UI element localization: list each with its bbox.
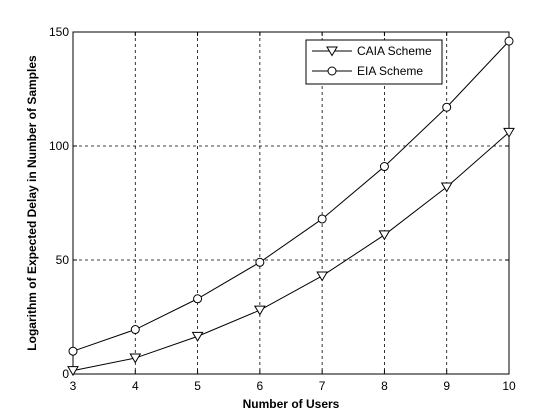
data-point-1-7 (504, 36, 514, 46)
legend-label-1: EIA Scheme (357, 64, 423, 78)
legend-marker-0 (326, 46, 338, 57)
y-tick-label: 0 (62, 367, 69, 381)
x-tick-label: 4 (132, 379, 139, 393)
data-point-0-6 (440, 182, 453, 193)
series-line-1 (72, 40, 510, 352)
legend-marker-1 (327, 66, 337, 76)
data-point-1-0 (68, 346, 78, 356)
data-point-1-3 (255, 257, 265, 267)
data-point-0-7 (503, 127, 515, 138)
legend: CAIA Scheme EIA Scheme (305, 39, 443, 85)
y-tick-label: 50 (56, 253, 70, 267)
x-tick-label: 10 (502, 379, 516, 393)
y-tick-label: 100 (49, 139, 69, 153)
data-point-0-1 (129, 353, 142, 364)
series-line-0 (72, 131, 510, 372)
y-tick-label: 150 (49, 25, 69, 39)
data-point-0-2 (191, 331, 204, 342)
data-point-1-1 (130, 325, 140, 335)
data-point-0-3 (253, 305, 266, 316)
x-tick-label: 5 (194, 379, 201, 393)
x-tick-label: 7 (319, 379, 326, 393)
data-point-0-5 (378, 230, 391, 241)
data-point-1-2 (193, 294, 203, 304)
plot-area (73, 32, 509, 374)
plot-frame (72, 31, 510, 375)
x-tick-label: 8 (381, 379, 388, 393)
data-point-0-4 (316, 271, 329, 282)
data-point-1-4 (317, 214, 327, 224)
x-tick-label: 9 (443, 379, 450, 393)
data-point-1-6 (442, 102, 452, 112)
data-point-0-0 (67, 366, 79, 377)
data-point-1-5 (379, 162, 389, 172)
x-tick-label: 6 (257, 379, 264, 393)
x-axis-label: Number of Users (243, 397, 340, 411)
x-tick-label: 3 (70, 379, 77, 393)
series-group (67, 36, 515, 377)
y-axis-label: Logarithm of Expected Delay in Number of… (25, 55, 39, 351)
grid-lines (73, 32, 509, 374)
legend-label-0: CAIA Scheme (357, 44, 432, 58)
